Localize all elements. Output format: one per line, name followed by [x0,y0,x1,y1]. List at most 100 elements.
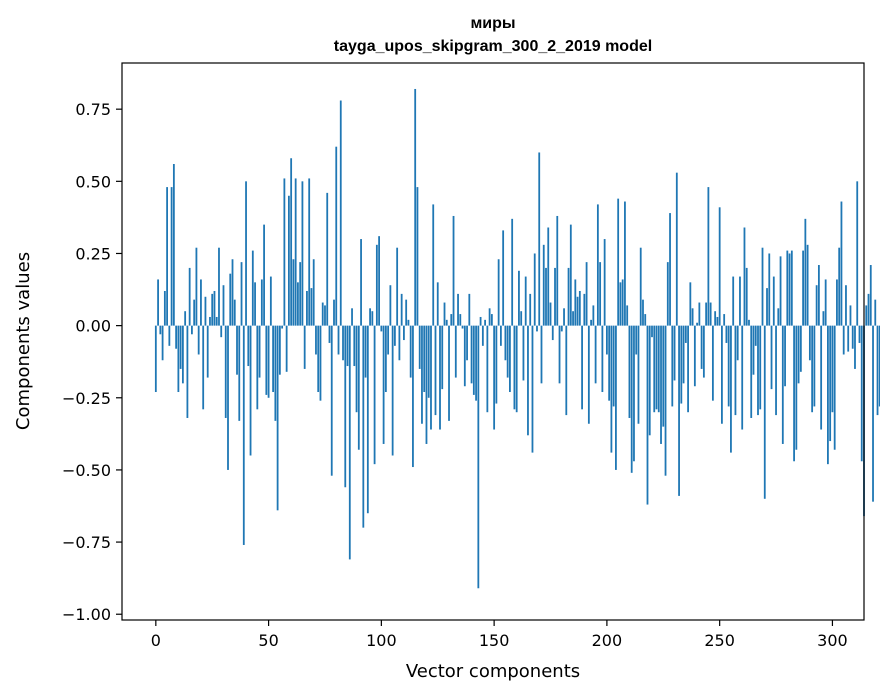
bar [630,325,633,473]
bar [351,308,353,326]
bar [211,293,214,326]
bar [260,279,263,326]
bar [808,325,811,361]
bar [594,325,597,384]
y-axis-label: Components values [13,252,34,430]
x-tick-label: 150 [479,631,510,650]
bar [272,325,274,393]
bar [403,325,405,341]
bar [538,152,541,326]
bar [423,325,426,393]
bar [382,325,385,444]
bar [506,325,509,378]
bar [215,316,218,326]
bar [357,325,360,450]
bar [531,325,534,453]
bar [452,215,455,326]
bar [509,325,511,393]
bar [518,270,520,326]
bar [635,325,638,355]
bar [795,325,798,450]
bar [605,325,608,355]
bar [197,325,200,355]
bar [657,325,660,413]
bar [362,325,365,528]
bar [603,239,606,326]
bar [231,259,234,326]
bar [790,250,793,326]
bar [515,325,518,413]
bar [693,325,696,387]
bar [466,325,468,361]
bar [247,325,250,367]
bar [788,253,791,326]
bar [621,279,624,326]
bar [481,325,484,346]
bar [172,164,175,326]
bar [484,319,486,326]
bar [615,325,617,470]
bar [736,325,739,361]
bar [716,316,719,326]
bar [287,195,290,326]
bar [845,285,847,326]
bar [721,325,723,424]
bar [587,325,590,424]
bar [533,253,536,326]
bar [373,325,376,465]
bar [831,325,834,413]
bar [490,314,493,326]
bar [842,325,845,355]
bar [869,265,872,326]
bar [705,302,708,326]
bar [281,325,284,329]
bar [833,325,836,450]
bar [475,325,477,401]
bar [838,247,841,326]
bar [702,325,705,378]
bar [218,247,220,326]
bar [324,305,326,326]
bar [648,325,651,436]
bar [337,325,340,355]
bar [202,325,205,410]
bar [333,299,335,326]
bar [276,325,279,511]
bar [558,325,561,384]
bar [306,290,308,326]
bar [249,325,252,456]
bar [344,325,347,488]
bar [576,296,579,326]
bar [624,201,626,326]
bar [443,302,446,326]
bar [477,325,480,589]
bar [418,325,421,369]
bar [678,325,680,496]
bar [242,325,245,545]
bar [757,325,759,416]
bar [723,314,726,326]
bar [179,325,182,369]
bar [874,299,877,326]
bar [495,325,498,404]
bar [425,325,428,444]
bar [346,325,349,367]
bar [820,325,823,430]
bar [513,325,516,410]
bar [644,314,647,326]
bar [161,325,164,361]
bar [664,325,667,476]
bar [181,325,184,384]
bar [687,325,689,413]
bar [511,218,514,326]
bar [872,325,874,502]
bar [556,215,559,326]
bar [497,259,500,326]
y-tick-label: 0.75 [75,100,111,119]
bar [387,325,390,355]
bar [409,325,412,378]
bar [348,325,351,560]
bar [294,178,297,326]
bar [711,325,714,401]
bar [168,325,171,346]
